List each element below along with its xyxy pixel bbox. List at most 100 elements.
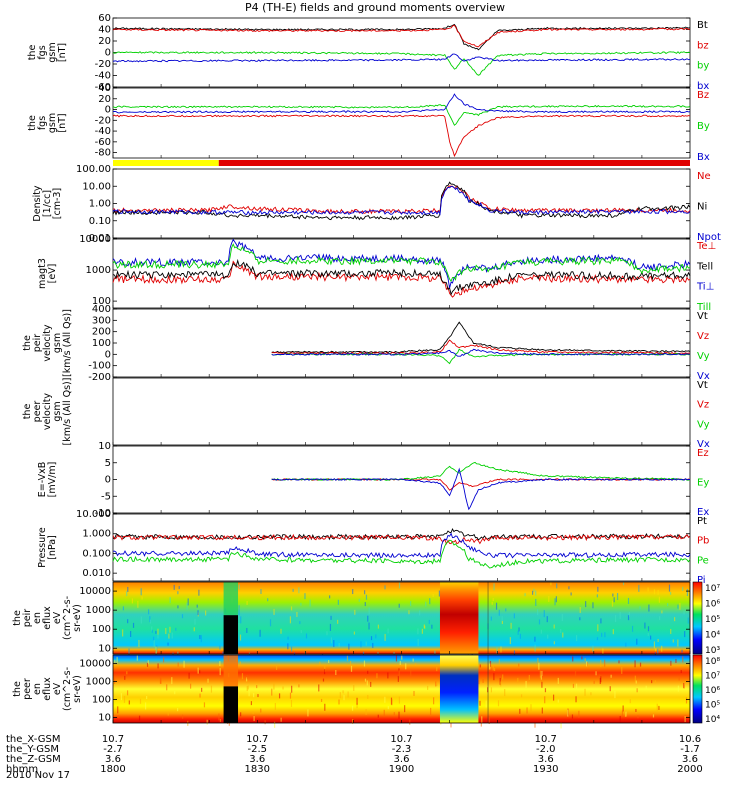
y-axis-label: eflux (42, 677, 53, 701)
spectrogram-texture (682, 586, 684, 591)
spectrogram-texture (196, 604, 198, 608)
spectrogram-texture (661, 610, 663, 614)
spectrogram-texture (199, 635, 201, 640)
spectrogram-texture (296, 611, 298, 617)
spectrogram-texture (210, 685, 213, 693)
spectrogram-texture (309, 599, 311, 607)
spectrogram-texture (618, 660, 620, 664)
spectrogram-texture (387, 628, 389, 634)
spectrogram-texture (496, 647, 498, 654)
spectrogram-texture (479, 664, 481, 668)
x-axis-value: 1800 (100, 764, 125, 775)
spectrogram-texture (280, 628, 282, 634)
spectrogram-texture (595, 671, 597, 676)
spectrogram-texture (168, 633, 170, 639)
spectrogram-texture (526, 707, 528, 714)
spectrogram-texture (432, 593, 434, 597)
spectrogram-texture (634, 675, 636, 682)
spectrogram-texture (410, 601, 412, 607)
panel-frame (112, 513, 691, 582)
spectrogram-texture (548, 595, 550, 602)
spectrogram-texture (363, 660, 366, 667)
y-tick-label: 20 (98, 94, 111, 105)
spectrogram-texture (653, 641, 656, 649)
spectrogram-texture (246, 675, 248, 680)
y-tick-label: 1.00 (89, 199, 111, 210)
spectrogram-texture (330, 637, 333, 644)
spectrogram-texture (114, 659, 116, 663)
spectrogram-texture (241, 673, 244, 680)
spectrogram-texture (625, 642, 627, 647)
spectrogram-texture (366, 680, 368, 686)
spectrogram-texture (499, 677, 501, 685)
spectrogram-texture (197, 610, 199, 616)
spectrogram-texture (304, 593, 306, 600)
spectrogram-texture (259, 629, 261, 637)
spectrogram-texture (219, 661, 221, 667)
panel-frame (112, 168, 691, 239)
spectrogram-texture (360, 641, 362, 648)
spectrogram-texture (167, 642, 169, 646)
spectrogram-texture (538, 662, 540, 670)
spectrogram-texture (489, 663, 491, 670)
spectrogram-texture (260, 588, 262, 594)
spectrogram-texture (144, 702, 147, 710)
spectrogram-texture (405, 663, 407, 670)
y-tick-label: -40 (95, 126, 111, 137)
spectrogram-texture (585, 601, 587, 608)
spectrogram-texture (238, 608, 240, 616)
y-axis-label: [eV] (47, 264, 58, 284)
spectrogram-texture (654, 680, 657, 684)
spectrogram-texture (269, 619, 272, 627)
spectrogram-texture (667, 603, 669, 607)
spectrogram-texture (524, 593, 526, 597)
series-line-bx (112, 53, 691, 63)
spectrogram-texture (674, 617, 676, 622)
spectrogram-texture (299, 621, 301, 625)
spectrogram-texture (287, 643, 289, 650)
spectrogram-texture (128, 648, 130, 656)
spectrogram-texture (530, 704, 532, 712)
colorbar (692, 654, 703, 724)
data-gap-top (223, 655, 239, 687)
spectrogram-texture (600, 659, 602, 667)
legend-label: Vt (697, 380, 708, 391)
spectrogram-texture (650, 635, 652, 640)
spectrogram-texture (356, 697, 358, 705)
spectrogram-texture (492, 598, 494, 602)
series-line-Vz (271, 339, 691, 355)
spectrogram-texture (599, 674, 601, 678)
spectrogram-texture (560, 722, 562, 729)
spectrogram-texture (338, 699, 340, 705)
spectrogram-texture (176, 708, 179, 712)
x-axis-value: -2.5 (247, 744, 267, 755)
spectrogram-texture (574, 670, 577, 677)
spectrogram-texture (525, 680, 527, 688)
spectrogram-texture (658, 596, 660, 603)
y-axis-label: the (12, 681, 23, 697)
spectrogram-texture (333, 640, 335, 648)
x-axis-row-label: the_X-GSM (6, 734, 60, 745)
spectrogram-texture (492, 664, 494, 671)
data-gap-block (223, 686, 239, 723)
spectrogram-texture (635, 708, 637, 712)
spectrogram-texture (291, 685, 293, 693)
colorbar-tick-label: 10⁴ (705, 715, 720, 725)
x-axis-value: 10.6 (679, 734, 701, 745)
spectrogram-texture (561, 614, 563, 622)
legend-label: bx (697, 81, 709, 92)
series-line-Ni (112, 181, 691, 221)
spectrogram-texture (427, 685, 429, 690)
spectrogram-texture (169, 597, 171, 604)
spectrogram-texture (128, 700, 130, 705)
spectrogram-texture (613, 597, 615, 603)
spectrogram-texture (398, 668, 400, 672)
x-axis-value: -2.0 (536, 744, 556, 755)
spectrogram-texture (645, 685, 647, 689)
spectrogram-texture (383, 709, 385, 717)
spectrogram-texture (571, 714, 574, 719)
series-line-Pb (112, 533, 691, 545)
spectrogram-texture (635, 680, 637, 684)
